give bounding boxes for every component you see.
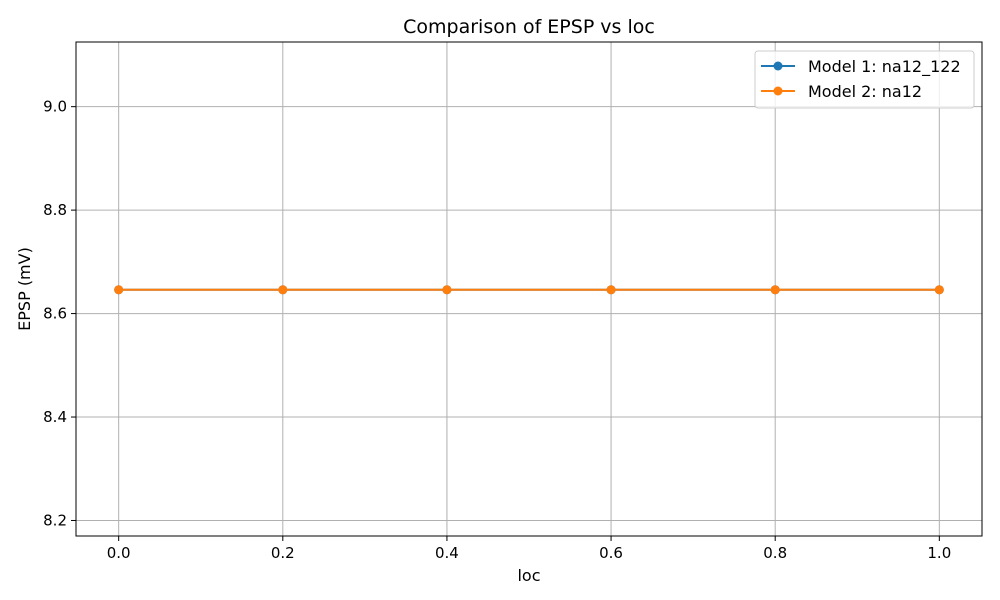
y-tick-label: 8.6 xyxy=(43,305,67,323)
x-tick-label: 1.0 xyxy=(927,544,951,562)
y-axis-label: EPSP (mV) xyxy=(15,247,34,331)
chart-title: Comparison of EPSP vs loc xyxy=(403,16,655,38)
x-tick-label: 0.0 xyxy=(107,544,131,562)
y-tick-label: 8.2 xyxy=(43,511,67,529)
data-point xyxy=(278,285,288,295)
legend-marker xyxy=(773,61,783,71)
legend: Model 1: na12_122 Model 2: na12 xyxy=(754,50,975,109)
x-tick-label: 0.4 xyxy=(435,544,459,562)
data-point xyxy=(114,285,124,295)
legend-label: Model 2: na12 xyxy=(808,82,922,101)
series-layer xyxy=(114,285,944,295)
ticks: 0.0 0.2 0.4 0.6 0.8 1.0 8.2 8.4 8.6 8.8 9.0 xyxy=(43,98,951,562)
legend-box xyxy=(754,50,975,109)
data-point xyxy=(606,285,616,295)
data-point xyxy=(934,285,944,295)
data-point xyxy=(442,285,452,295)
y-tick-label: 8.4 xyxy=(43,408,67,426)
series-2 xyxy=(114,285,944,295)
x-tick-label: 0.6 xyxy=(599,544,623,562)
legend-marker xyxy=(773,86,783,96)
legend-label: Model 1: na12_122 xyxy=(808,57,961,77)
x-tick-label: 0.8 xyxy=(763,544,787,562)
x-axis-label: loc xyxy=(517,566,540,585)
y-tick-label: 9.0 xyxy=(43,98,67,116)
y-tick-label: 8.8 xyxy=(43,201,67,219)
data-point xyxy=(770,285,780,295)
legend-item: Model 1: na12_122 xyxy=(761,57,961,77)
x-tick-label: 0.2 xyxy=(271,544,295,562)
legend-item: Model 2: na12 xyxy=(761,82,922,101)
plot-frame xyxy=(75,41,983,537)
